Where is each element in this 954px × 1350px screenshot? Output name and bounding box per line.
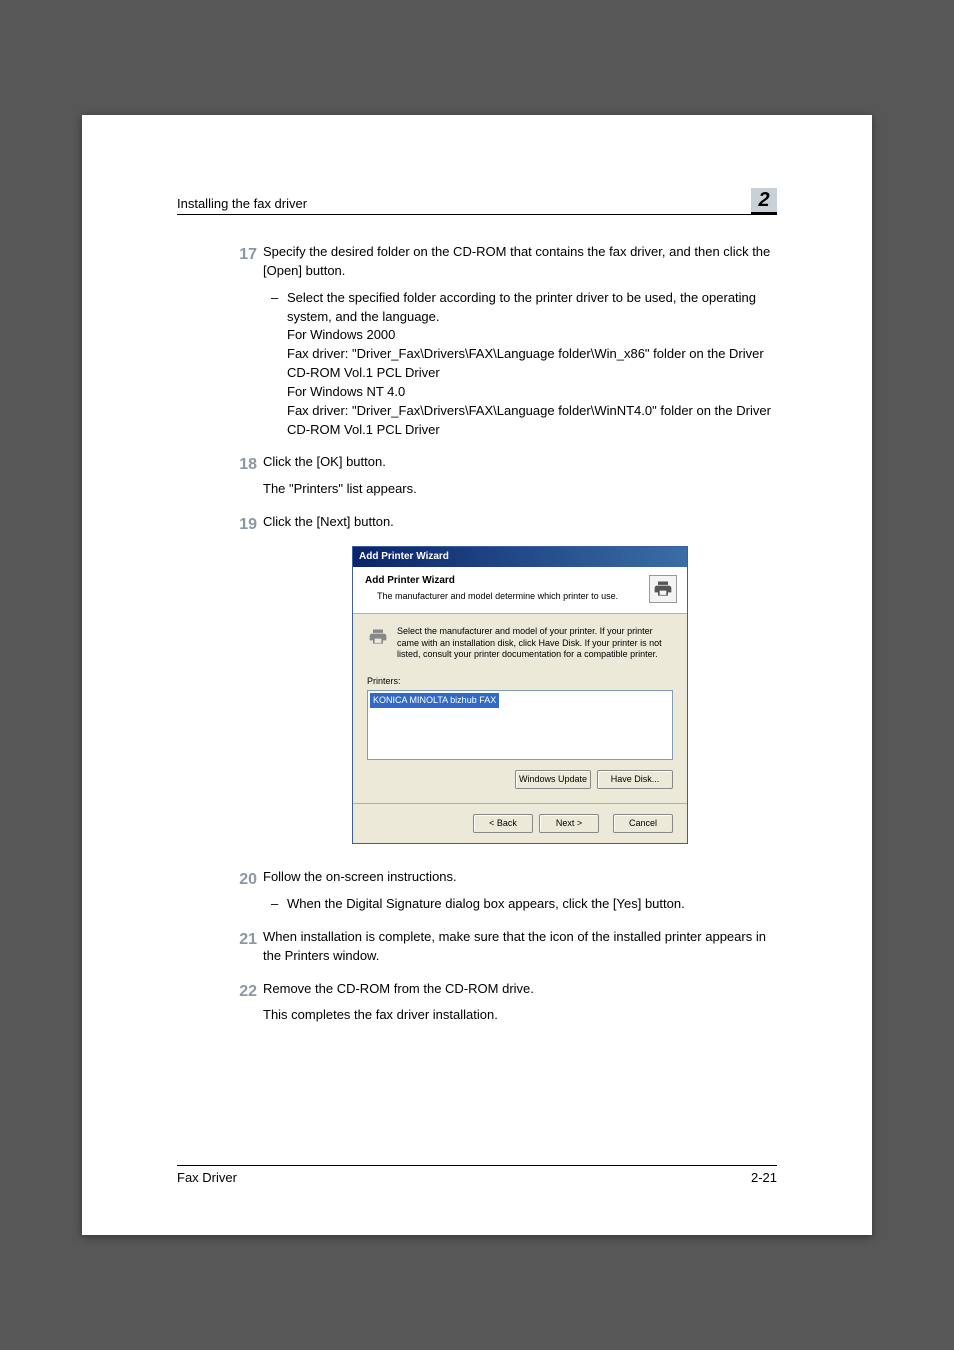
step-after: This completes the fax driver installati… — [263, 1006, 777, 1025]
footer-right: 2-21 — [751, 1170, 777, 1185]
wizard-header-text: Add Printer Wizard The manufacturer and … — [365, 574, 618, 603]
wizard-separator — [353, 803, 687, 804]
chapter-number: 2 — [758, 189, 769, 212]
step-line: Remove the CD-ROM from the CD-ROM drive. — [263, 980, 777, 999]
step-text: Click the [OK] button. — [263, 453, 777, 472]
step-text: Specify the desired folder on the CD-ROM… — [263, 243, 777, 281]
sub-line: When the Digital Signature dialog box ap… — [287, 895, 777, 914]
step-number: 19 — [227, 513, 257, 536]
sub-line: For Windows 2000 — [287, 326, 777, 345]
footer-left: Fax Driver — [177, 1170, 237, 1185]
step-sub: When the Digital Signature dialog box ap… — [263, 895, 777, 914]
cancel-button[interactable]: Cancel — [613, 814, 673, 833]
step-number: 21 — [227, 928, 257, 951]
step-sub: Select the specified folder according to… — [263, 289, 777, 440]
header-title: Installing the fax driver — [177, 196, 307, 211]
step-text: Remove the CD-ROM from the CD-ROM drive. — [263, 980, 777, 999]
step-number: 20 — [227, 868, 257, 891]
wizard-body: Select the manufacturer and model of you… — [353, 614, 687, 843]
wizard-desc-text: Select the manufacturer and model of you… — [397, 626, 673, 661]
wizard-titlebar: Add Printer Wizard — [353, 547, 687, 568]
wizard-header: Add Printer Wizard The manufacturer and … — [353, 567, 687, 614]
printers-listbox[interactable]: KONICA MINOLTA bizhub FAX — [367, 690, 673, 760]
printers-label: Printers: — [367, 675, 673, 688]
printer-icon — [649, 575, 677, 603]
printer-list-item[interactable]: KONICA MINOLTA bizhub FAX — [370, 693, 499, 708]
step-19: 19 Click the [Next] button. — [263, 513, 777, 532]
add-printer-wizard-dialog: Add Printer Wizard Add Printer Wizard Th… — [352, 546, 688, 844]
printer-small-icon — [367, 626, 389, 648]
have-disk-button[interactable]: Have Disk... — [597, 770, 673, 789]
step-number: 17 — [227, 243, 257, 266]
step-line: Specify the desired folder on the CD-ROM… — [263, 243, 777, 281]
step-22: 22 Remove the CD-ROM from the CD-ROM dri… — [263, 980, 777, 1026]
step-after: The "Printers" list appears. — [263, 480, 777, 499]
wizard-header-title: Add Printer Wizard — [365, 574, 618, 589]
wizard-header-subtitle: The manufacturer and model determine whi… — [365, 590, 618, 603]
step-text: Click the [Next] button. — [263, 513, 777, 532]
wizard-screenshot: Add Printer Wizard Add Printer Wizard Th… — [263, 546, 777, 844]
step-17: 17 Specify the desired folder on the CD-… — [263, 243, 777, 439]
step-21: 21 When installation is complete, make s… — [263, 928, 777, 966]
step-line: Click the [Next] button. — [263, 513, 777, 532]
sub-line: For Windows NT 4.0 — [287, 383, 777, 402]
wizard-bottom-buttons: < Back Next > Cancel — [367, 814, 673, 833]
step-18: 18 Click the [OK] button. The "Printers"… — [263, 453, 777, 499]
step-number: 18 — [227, 453, 257, 476]
page-header: Installing the fax driver 2 — [177, 185, 777, 215]
sub-line: Select the specified folder according to… — [287, 289, 777, 327]
step-text: When installation is complete, make sure… — [263, 928, 777, 966]
windows-update-button[interactable]: Windows Update — [515, 770, 591, 789]
step-line: Follow the on-screen instructions. — [263, 868, 777, 887]
back-button[interactable]: < Back — [473, 814, 533, 833]
step-number: 22 — [227, 980, 257, 1003]
wizard-mid-buttons: Windows Update Have Disk... — [367, 770, 673, 789]
page-footer: Fax Driver 2-21 — [177, 1165, 777, 1185]
sub-line: Fax driver: "Driver_Fax\Drivers\FAX\Lang… — [287, 345, 777, 383]
step-text: Follow the on-screen instructions. — [263, 868, 777, 887]
sub-line: Fax driver: "Driver_Fax\Drivers\FAX\Lang… — [287, 402, 777, 440]
step-20: 20 Follow the on-screen instructions. Wh… — [263, 868, 777, 914]
chapter-number-box: 2 — [751, 188, 777, 214]
wizard-description: Select the manufacturer and model of you… — [367, 626, 673, 661]
step-line: When installation is complete, make sure… — [263, 928, 777, 966]
step-line: Click the [OK] button. — [263, 453, 777, 472]
document-page: Installing the fax driver 2 17 Specify t… — [82, 115, 872, 1235]
content-area: 17 Specify the desired folder on the CD-… — [177, 243, 777, 1025]
next-button[interactable]: Next > — [539, 814, 599, 833]
